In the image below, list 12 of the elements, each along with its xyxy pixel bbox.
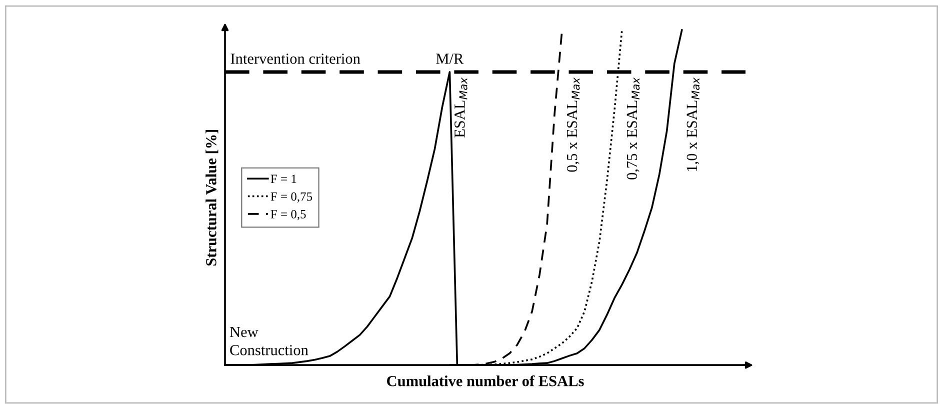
annotation: New Construction: [230, 327, 308, 356]
annotation: 1,0 x ESAL$_{Max}$: [686, 77, 700, 171]
legend-label: F = 1: [270, 174, 296, 183]
legend-label: F = 0,75: [270, 192, 312, 203]
x-axis-title: Cumulative number of ESALs: [387, 375, 584, 386]
ref-line-label: Intervention criterion: [230, 54, 360, 64]
annotation: 0,5 x ESAL$_{Max}$: [566, 77, 580, 172]
legend-label: F = 0,5: [270, 210, 306, 220]
annotation: M/R: [436, 54, 464, 64]
annotation: 0,75 x ESAL$_{Max}$: [626, 77, 640, 180]
y-axis-title: Structural Value [%]: [206, 130, 218, 266]
annotation: ESAL$_{Max}$: [454, 77, 468, 138]
